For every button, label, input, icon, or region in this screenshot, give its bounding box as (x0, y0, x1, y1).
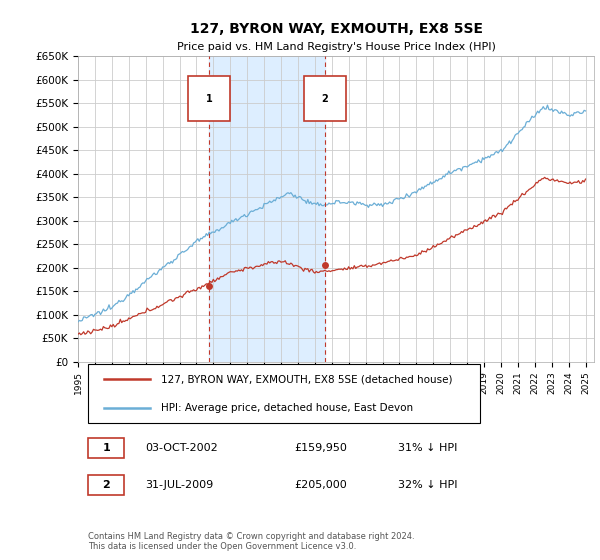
Text: HPI: Average price, detached house, East Devon: HPI: Average price, detached house, East… (161, 403, 413, 413)
Text: 31% ↓ HPI: 31% ↓ HPI (398, 443, 457, 453)
Bar (209, 56, 325, 362)
Text: 03-OCT-2002: 03-OCT-2002 (145, 443, 218, 453)
FancyBboxPatch shape (88, 364, 481, 423)
Text: 127, BYRON WAY, EXMOUTH, EX8 5SE: 127, BYRON WAY, EXMOUTH, EX8 5SE (190, 22, 482, 36)
FancyBboxPatch shape (88, 438, 124, 458)
Text: Contains HM Land Registry data © Crown copyright and database right 2024.
This d: Contains HM Land Registry data © Crown c… (88, 531, 415, 551)
Text: 1: 1 (103, 443, 110, 453)
Text: 32% ↓ HPI: 32% ↓ HPI (398, 480, 457, 490)
Text: £159,950: £159,950 (295, 443, 347, 453)
Text: £205,000: £205,000 (295, 480, 347, 490)
Text: 1: 1 (206, 94, 212, 104)
Text: 2: 2 (103, 480, 110, 490)
Text: Price paid vs. HM Land Registry's House Price Index (HPI): Price paid vs. HM Land Registry's House … (176, 41, 496, 52)
Text: 31-JUL-2009: 31-JUL-2009 (145, 480, 214, 490)
FancyBboxPatch shape (88, 475, 124, 494)
Text: 127, BYRON WAY, EXMOUTH, EX8 5SE (detached house): 127, BYRON WAY, EXMOUTH, EX8 5SE (detach… (161, 375, 452, 385)
Text: 2: 2 (321, 94, 328, 104)
